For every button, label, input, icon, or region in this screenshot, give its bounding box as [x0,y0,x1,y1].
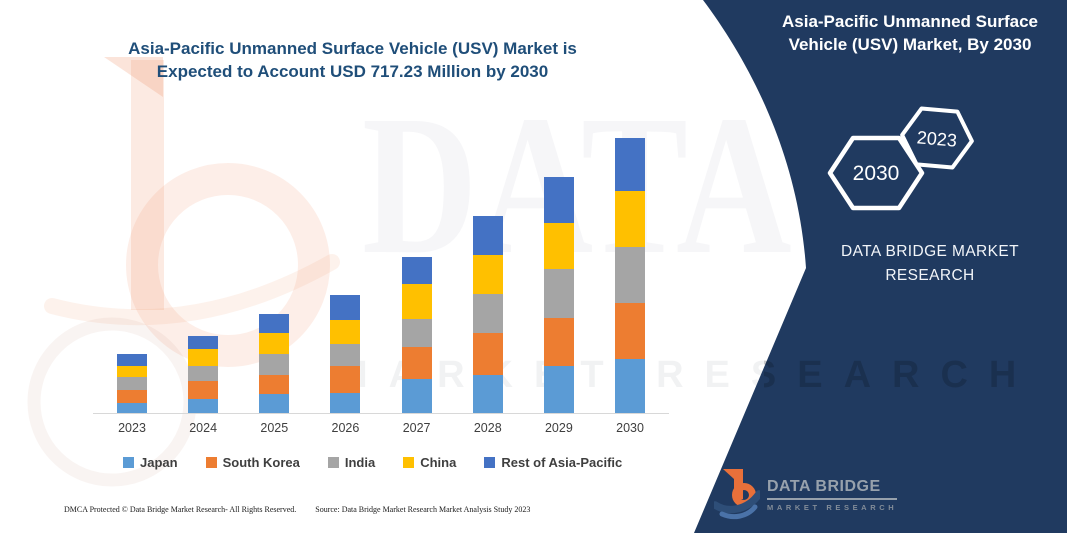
legend-swatch-china [403,457,415,468]
bar-segment-japan-2023 [117,403,147,413]
bar-segment-rest-of-asia-pacific-2023 [117,354,147,367]
bar-segment-india-2030 [615,246,646,303]
bar-segment-japan-2030 [615,358,646,413]
bar-segment-south-korea-2030 [615,302,646,359]
legend: Japan South Korea India China Rest of Asia-P… [123,455,622,470]
legend-swatch-india [327,457,339,468]
legend-label-india: India [344,455,376,470]
bar-segment-rest-of-asia-pacific-2026 [330,295,361,320]
legend-label-rest-of-asia-pacific: Rest of Asia-Pacific [501,455,623,470]
legend-label-south-korea: South Korea [222,455,300,470]
legend-item-rest-of-asia-pacific: Rest of Asia-Pacific [484,455,622,470]
bar-2026 [330,295,361,413]
bar-2029 [543,177,574,413]
legend-swatch-japan [123,457,134,468]
bar-2027 [401,256,432,413]
bar-segment-japan-2027 [401,379,432,413]
bar-segment-rest-of-asia-pacific-2029 [543,177,574,223]
bar-segment-japan-2025 [259,393,290,413]
chart-title: Asia-Pacific Unmanned Surface Vehicle (U… [128,39,577,81]
bar-2024 [188,335,219,413]
bar-segment-south-korea-2024 [188,380,219,400]
bar-segment-rest-of-asia-pacific-2027 [401,256,432,285]
chart-plot-area: 2023 2024 2025 2026 2027 2028 2029 2030 [93,118,671,450]
watermark-logo-b-icon [27,57,340,487]
bar-segment-japan-2028 [472,374,503,413]
bar-segment-south-korea-2027 [401,347,432,380]
bar-segment-india-2028 [472,293,503,334]
bar-2025 [259,313,290,413]
x-axis-label-2026: 2026 [331,421,360,435]
bar-segment-india-2026 [330,344,361,367]
footer-dmca-text: DMCA Protected © Data Bridge Market Rese… [64,505,297,514]
bar-segment-rest-of-asia-pacific-2024 [188,335,219,350]
watermark-market-research-text-on-panel: MARKET RESEARCH [336,354,1038,396]
bar-segment-china-2026 [330,319,361,345]
bar-segment-india-2024 [188,365,219,381]
bar-2028 [472,216,503,413]
bar-segment-india-2025 [259,354,290,376]
legend-item-south-korea: South Korea [205,455,300,470]
x-axis-line [93,413,669,414]
bar-segment-china-2027 [401,284,432,320]
footer: DMCA Protected © Data Bridge Market Rese… [64,505,530,514]
bar-segment-south-korea-2025 [259,375,290,394]
footer-source-text: Source: Data Bridge Market Research Mark… [315,505,531,514]
legend-item-japan: Japan [123,455,178,470]
bar-segment-rest-of-asia-pacific-2030 [615,138,646,191]
bar-segment-south-korea-2028 [472,333,503,375]
bar-segment-china-2029 [543,222,574,270]
legend-label-japan: Japan [140,455,178,470]
legend-item-china: China [403,455,456,470]
bar-segment-south-korea-2026 [330,366,361,394]
legend-swatch-rest-of-asia-pacific [484,457,496,468]
x-axis-label-2024: 2024 [189,421,218,435]
bar-segment-china-2023 [117,366,147,378]
bar-2030 [615,138,646,413]
bar-segment-india-2027 [401,319,432,348]
bar-segment-india-2029 [543,269,574,318]
bar-segment-japan-2029 [543,365,574,413]
bar-segment-china-2025 [259,333,290,355]
bar-segment-rest-of-asia-pacific-2025 [259,313,290,334]
x-axis-label-2029: 2029 [544,421,573,435]
legend-swatch-south-korea [205,457,217,468]
x-axis-label-2030: 2030 [616,421,644,435]
x-axis-label-2025: 2025 [260,421,289,435]
bar-segment-china-2028 [472,254,503,294]
x-axis-label-2028: 2028 [473,421,502,435]
bar-segment-rest-of-asia-pacific-2028 [472,216,503,255]
bar-segment-japan-2026 [330,393,361,413]
x-axis-label-2023: 2023 [118,421,146,435]
legend-item-india: India [327,455,376,470]
bar-segment-china-2030 [615,190,646,247]
bar-segment-south-korea-2029 [543,317,574,366]
x-axis-label-2027: 2027 [402,421,431,435]
bar-2023 [117,354,147,413]
bar-segment-south-korea-2023 [117,389,147,404]
bar-segment-india-2023 [117,377,147,390]
bar-segment-japan-2024 [188,399,219,413]
legend-label-china: China [420,455,457,470]
bar-segment-china-2024 [188,349,219,366]
